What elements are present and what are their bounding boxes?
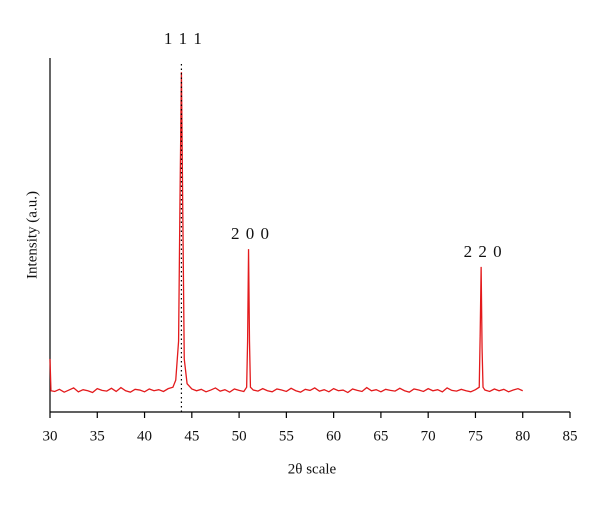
peak-label: 2 0 0 [231,224,270,243]
intensity-line [49,72,523,394]
y-axis-label: Intensity (a.u.) [24,191,40,279]
x-tick-label: 80 [515,428,530,444]
x-tick-label: 40 [137,428,152,444]
x-axis-label: 2θ scale [288,461,337,477]
x-tick-label: 85 [563,428,578,444]
x-tick-label: 55 [279,428,294,444]
peak-label: 2 2 0 [464,242,503,261]
x-tick-label: 75 [468,428,483,444]
x-tick-label: 65 [373,428,388,444]
x-tick-label: 45 [184,428,199,444]
x-tick-label: 30 [43,428,58,444]
x-tick-label: 35 [90,428,105,444]
peak-label: 1 1 1 [164,29,203,48]
x-tick-label: 70 [421,428,436,444]
x-tick-label: 50 [232,428,247,444]
x-tick-label: 60 [326,428,341,444]
